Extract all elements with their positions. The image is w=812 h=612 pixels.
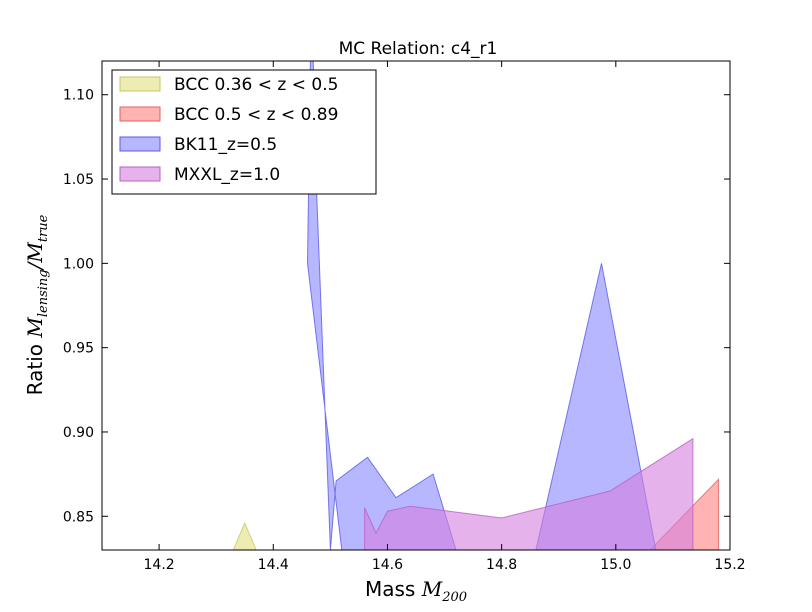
x-tick-label: 15.2 [714,557,745,573]
series-area-4 [364,437,694,550]
x-tick-label: 14.6 [372,557,403,573]
x-tick-label: 14.4 [258,557,289,573]
y-tick-label: 1.10 [63,88,94,104]
x-axis-label: Mass M200 [365,577,467,605]
chart-title: MC Relation: c4_r1 [339,39,498,59]
legend-swatch [119,136,161,152]
y-axis-ticks: 0.85 0.90 0.95 1.00 1.05 1.10 [63,88,730,525]
x-axis-ticks: 14.2 14.4 14.6 14.8 15.0 15.2 [144,61,746,573]
series-layer [232,61,720,550]
legend-label: BCC 0.36 < z < 0.5 [174,75,338,95]
y-tick-label: 0.95 [63,341,94,357]
x-tick-label: 15.0 [600,557,631,573]
legend-swatch [119,166,161,182]
y-tick-label: 1.00 [63,256,94,272]
legend-label: BK11_z=0.5 [174,135,277,155]
y-tick-label: 0.85 [63,509,94,525]
x-tick-label: 14.8 [486,557,517,573]
legend-label: BCC 0.5 < z < 0.89 [174,105,338,125]
legend: BCC 0.36 < z < 0.5 BCC 0.5 < z < 0.89 BK11… [111,69,377,195]
legend-swatch [119,76,161,92]
series-area-1 [232,521,257,550]
x-tick-label: 14.2 [144,557,175,573]
plot-frame [101,60,731,551]
y-tick-label: 0.90 [63,425,94,441]
legend-label: MXXL_z=1.0 [174,165,280,185]
legend-swatch [119,106,161,122]
y-tick-label: 1.05 [63,172,94,188]
y-axis-label: Ratio Mlensing/Mtrue [23,214,51,395]
